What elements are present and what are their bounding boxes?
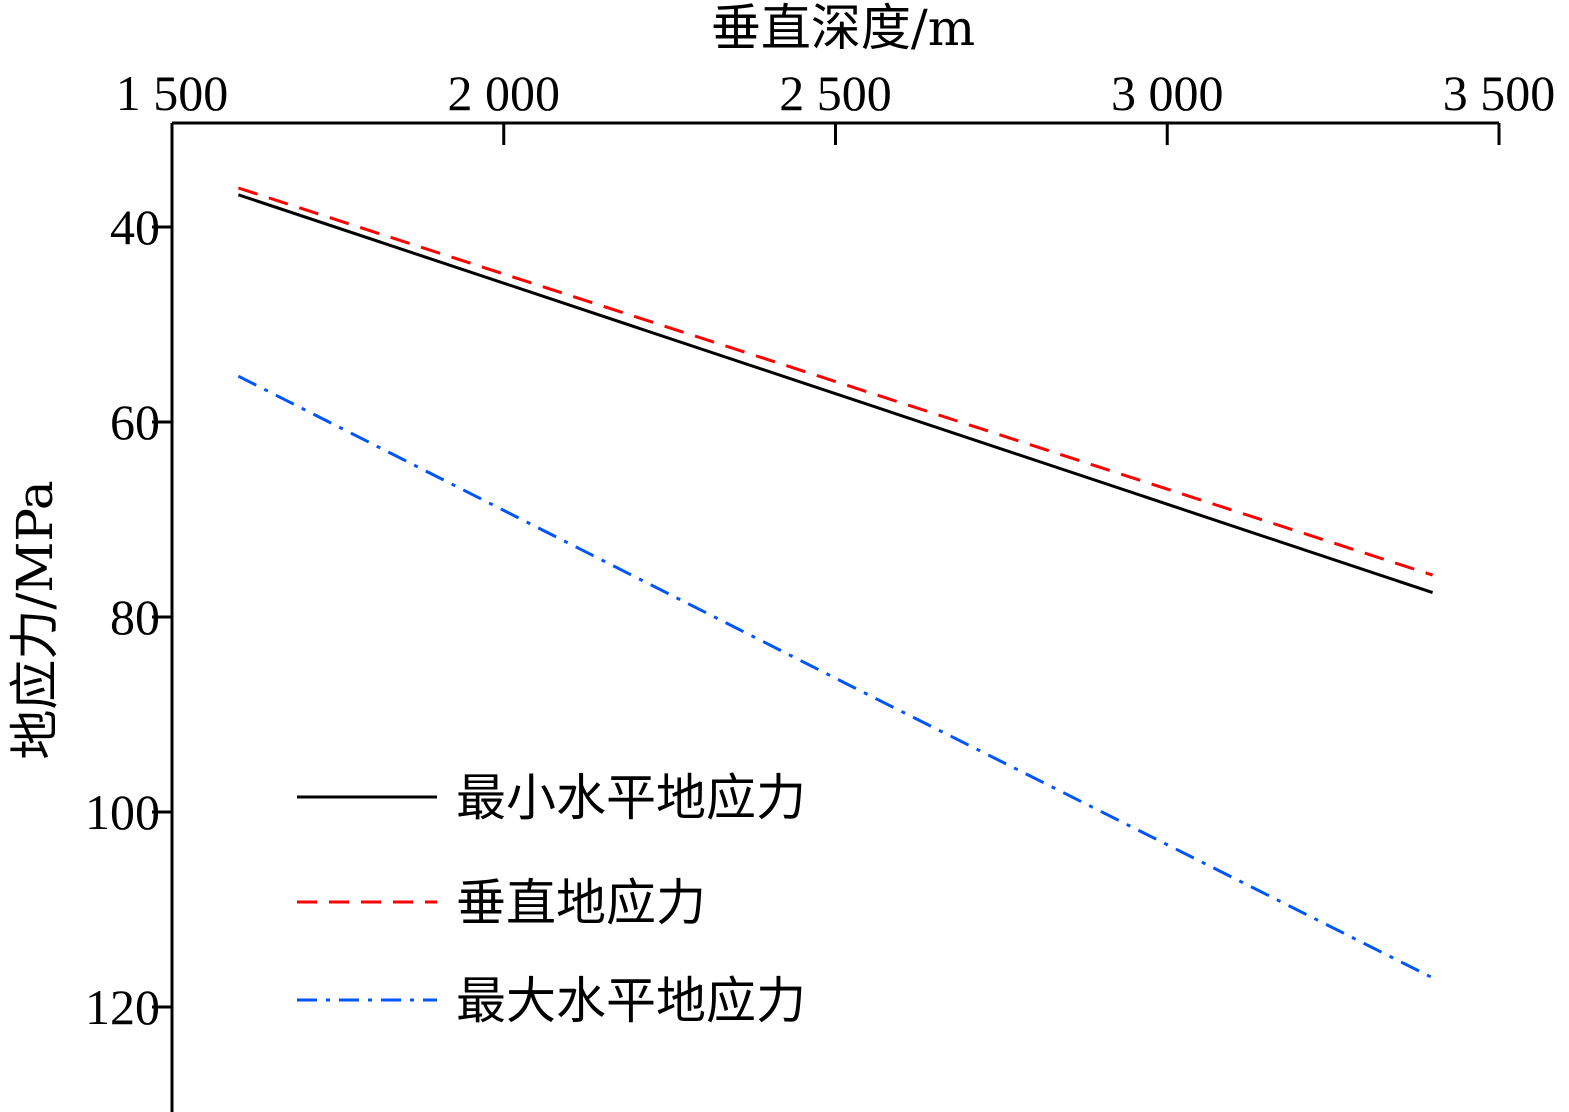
- x-axis-ticks: 1 500 2 000 2 500 3 000 3 500: [116, 65, 1556, 145]
- x-axis-title: 垂直深度/m: [711, 0, 975, 57]
- series-line: [237, 186, 1434, 577]
- series-line: [237, 193, 1434, 595]
- y-tick-label: 40: [110, 199, 160, 255]
- y-tick-label: 60: [110, 394, 160, 450]
- x-tick-label: 2 000: [448, 65, 561, 121]
- legend-label: 最大水平地应力: [456, 972, 806, 1030]
- x-tick-label: 2 500: [779, 65, 892, 121]
- legend-label: 垂直地应力: [456, 874, 706, 932]
- series-line: [237, 374, 1434, 980]
- y-tick-label: 80: [110, 589, 160, 645]
- y-tick-label: 100: [85, 784, 160, 840]
- y-tick-label: 120: [85, 979, 160, 1035]
- x-tick-label: 3 500: [1443, 65, 1556, 121]
- y-axis-title: 地应力/MPa: [6, 480, 64, 759]
- series-lines: [237, 186, 1434, 980]
- legend-label: 最小水平地应力: [456, 769, 806, 827]
- x-tick-label: 1 500: [116, 65, 229, 121]
- x-tick-label: 3 000: [1111, 65, 1224, 121]
- y-axis-ticks: 40 60 80 100 120: [85, 199, 172, 1035]
